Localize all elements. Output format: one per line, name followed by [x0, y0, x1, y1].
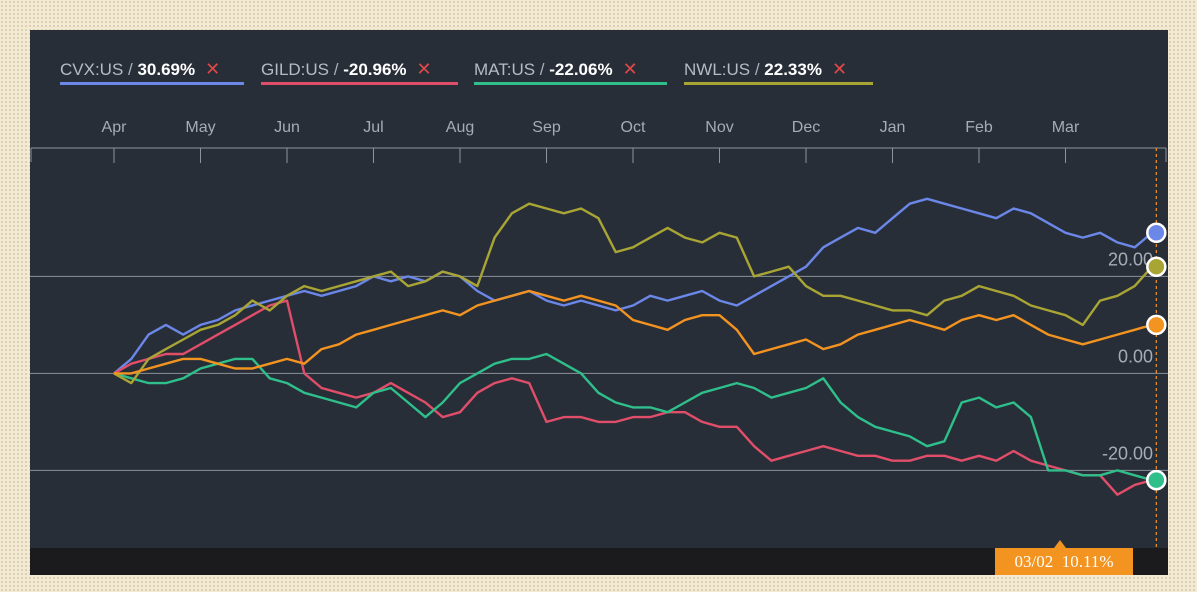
y-axis: 20.00 0.00 -20.00 [1102, 249, 1153, 463]
readout-caret-icon [1054, 540, 1066, 548]
legend-ticker: NWL:US [684, 60, 751, 79]
series-end-marker-0[interactable] [1146, 222, 1167, 243]
x-tick-label: Jul [363, 119, 383, 136]
x-tick-label: Apr [102, 119, 128, 136]
legend-ticker: CVX:US [60, 60, 124, 79]
legend-change: 22.33% [764, 60, 822, 79]
readout-date: 03/02 [1014, 552, 1054, 571]
series-lines [113, 197, 1153, 496]
x-tick-label: Mar [1052, 119, 1080, 136]
legend-change: -20.96% [343, 60, 407, 79]
legend-item-cvx[interactable]: CVX:US / 30.69% ✕ [60, 59, 244, 85]
remove-series-icon[interactable]: ✕ [205, 59, 221, 79]
series-end-marker-4[interactable] [1146, 314, 1167, 336]
series-end-marker-2[interactable] [1146, 469, 1167, 491]
legend-item-nwl[interactable]: NWL:US / 22.33% ✕ [684, 59, 873, 85]
x-tick-label: Feb [965, 119, 993, 136]
x-tick-label: Jun [274, 119, 300, 136]
series-line-1 [113, 299, 1153, 496]
series-line-4 [114, 289, 1153, 375]
remove-series-icon[interactable]: ✕ [416, 59, 432, 79]
x-tick-label: May [185, 119, 215, 136]
series-line-0 [113, 197, 1153, 375]
legend-separator: / [535, 60, 550, 79]
legend-item-gild[interactable]: GILD:US / -20.96% ✕ [261, 59, 458, 85]
legend-separator: / [329, 60, 344, 79]
y-tick-label: 20.00 [1108, 249, 1153, 269]
series-end-marker-3[interactable] [1146, 256, 1167, 277]
legend-change: 30.69% [137, 60, 196, 79]
y-tick-label: 0.00 [1118, 346, 1153, 366]
legend-ticker: MAT:US [474, 60, 536, 79]
legend-ticker: GILD:US [261, 60, 330, 79]
readout-value: 10.11% [1061, 552, 1114, 571]
x-tick-label: Dec [792, 119, 820, 136]
remove-series-icon[interactable]: ✕ [831, 59, 848, 79]
x-tick-label: Jan [880, 119, 906, 136]
x-tick-label: Aug [446, 119, 474, 136]
legend-separator: / [750, 60, 765, 79]
series-line-3 [113, 202, 1153, 385]
x-tick-label: Oct [621, 119, 646, 136]
line-chart[interactable]: Apr May Jun Jul Aug Sep Oct Nov Dec Jan Feb Mar 20.… [30, 30, 1168, 548]
top-axis-line [30, 147, 1167, 162]
x-axis: Apr May Jun Jul Aug Sep Oct Nov Dec Jan Feb Mar [102, 119, 1080, 163]
x-tick-label: Sep [532, 119, 561, 136]
y-tick-label: -20.00 [1102, 443, 1153, 463]
x-tick-label: Nov [705, 119, 733, 136]
chart-panel: Apr May Jun Jul Aug Sep Oct Nov Dec Jan Feb Mar 20.… [30, 30, 1168, 575]
remove-series-icon[interactable]: ✕ [622, 59, 638, 79]
series-end-markers [1146, 222, 1167, 491]
legend-separator: / [123, 60, 138, 79]
time-footer-bar [30, 548, 1168, 575]
legend-change: -22.06% [549, 60, 613, 79]
y-gridlines [30, 275, 1168, 471]
cursor-readout: 03/02 10.11% [995, 548, 1133, 575]
series-line-2 [113, 352, 1153, 482]
legend-item-mat[interactable]: MAT:US / -22.06% ✕ [474, 59, 667, 85]
